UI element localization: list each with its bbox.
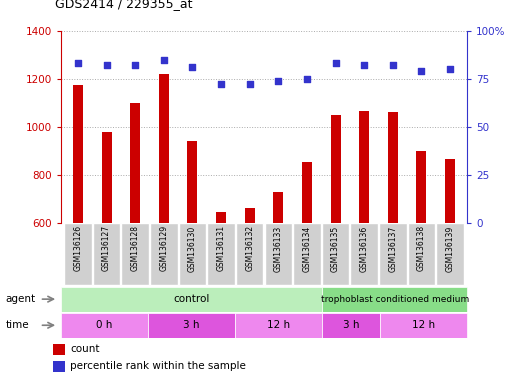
Bar xyxy=(61,313,148,338)
Text: 3 h: 3 h xyxy=(343,320,360,330)
Bar xyxy=(64,223,92,285)
Text: GSM136136: GSM136136 xyxy=(360,225,369,271)
Text: 12 h: 12 h xyxy=(267,320,290,330)
Text: control: control xyxy=(173,294,210,304)
Bar xyxy=(61,286,322,312)
Text: agent: agent xyxy=(5,294,35,304)
Bar xyxy=(351,223,378,285)
Point xyxy=(360,62,369,68)
Text: GSM136126: GSM136126 xyxy=(73,225,82,271)
Bar xyxy=(380,313,467,338)
Text: 3 h: 3 h xyxy=(183,320,200,330)
Text: GSM136132: GSM136132 xyxy=(245,225,254,271)
Bar xyxy=(379,223,407,285)
Point xyxy=(102,62,111,68)
Bar xyxy=(148,313,235,338)
Point xyxy=(246,81,254,88)
Bar xyxy=(417,151,427,223)
Bar xyxy=(302,162,312,223)
Bar xyxy=(130,103,140,223)
Bar xyxy=(388,113,398,223)
Bar xyxy=(408,223,435,285)
Point xyxy=(131,62,139,68)
Point xyxy=(417,68,426,74)
Point xyxy=(188,64,196,70)
Bar xyxy=(53,361,65,372)
Bar xyxy=(187,141,197,223)
Bar xyxy=(322,286,467,312)
Text: GSM136134: GSM136134 xyxy=(303,225,312,271)
Point xyxy=(159,56,168,63)
Point xyxy=(389,62,397,68)
Text: count: count xyxy=(71,344,100,354)
Point xyxy=(332,60,340,66)
Bar xyxy=(121,223,149,285)
Bar xyxy=(293,223,320,285)
Text: GSM136139: GSM136139 xyxy=(446,225,455,271)
Bar xyxy=(73,85,83,223)
Bar xyxy=(216,212,226,223)
Text: GDS2414 / 229355_at: GDS2414 / 229355_at xyxy=(55,0,193,10)
Text: GSM136133: GSM136133 xyxy=(274,225,283,271)
Bar xyxy=(322,313,380,338)
Text: GSM136130: GSM136130 xyxy=(188,225,197,271)
Point xyxy=(303,76,311,82)
Text: GSM136131: GSM136131 xyxy=(216,225,225,271)
Text: trophoblast conditioned medium: trophoblast conditioned medium xyxy=(320,295,469,304)
Bar xyxy=(265,223,292,285)
Bar xyxy=(331,115,341,223)
Text: GSM136127: GSM136127 xyxy=(102,225,111,271)
Bar xyxy=(236,223,263,285)
Text: GSM136128: GSM136128 xyxy=(130,225,140,271)
Text: time: time xyxy=(5,320,29,330)
Bar xyxy=(359,111,369,223)
Text: 0 h: 0 h xyxy=(96,320,112,330)
Point xyxy=(74,60,82,66)
Bar xyxy=(445,159,455,223)
Bar xyxy=(93,223,120,285)
Text: GSM136129: GSM136129 xyxy=(159,225,168,271)
Bar xyxy=(244,208,254,223)
Bar xyxy=(159,74,169,223)
Text: GSM136135: GSM136135 xyxy=(331,225,340,271)
Text: 12 h: 12 h xyxy=(412,320,435,330)
Bar xyxy=(235,313,322,338)
Bar xyxy=(208,223,235,285)
Point xyxy=(446,66,454,72)
Point xyxy=(274,78,282,84)
Text: GSM136138: GSM136138 xyxy=(417,225,426,271)
Bar xyxy=(178,223,206,285)
Text: percentile rank within the sample: percentile rank within the sample xyxy=(71,361,247,371)
Point xyxy=(217,81,225,88)
Text: GSM136137: GSM136137 xyxy=(388,225,398,271)
Bar xyxy=(274,192,284,223)
Bar xyxy=(150,223,177,285)
Bar xyxy=(101,131,111,223)
Bar xyxy=(436,223,464,285)
Bar xyxy=(53,344,65,355)
Bar xyxy=(322,223,350,285)
